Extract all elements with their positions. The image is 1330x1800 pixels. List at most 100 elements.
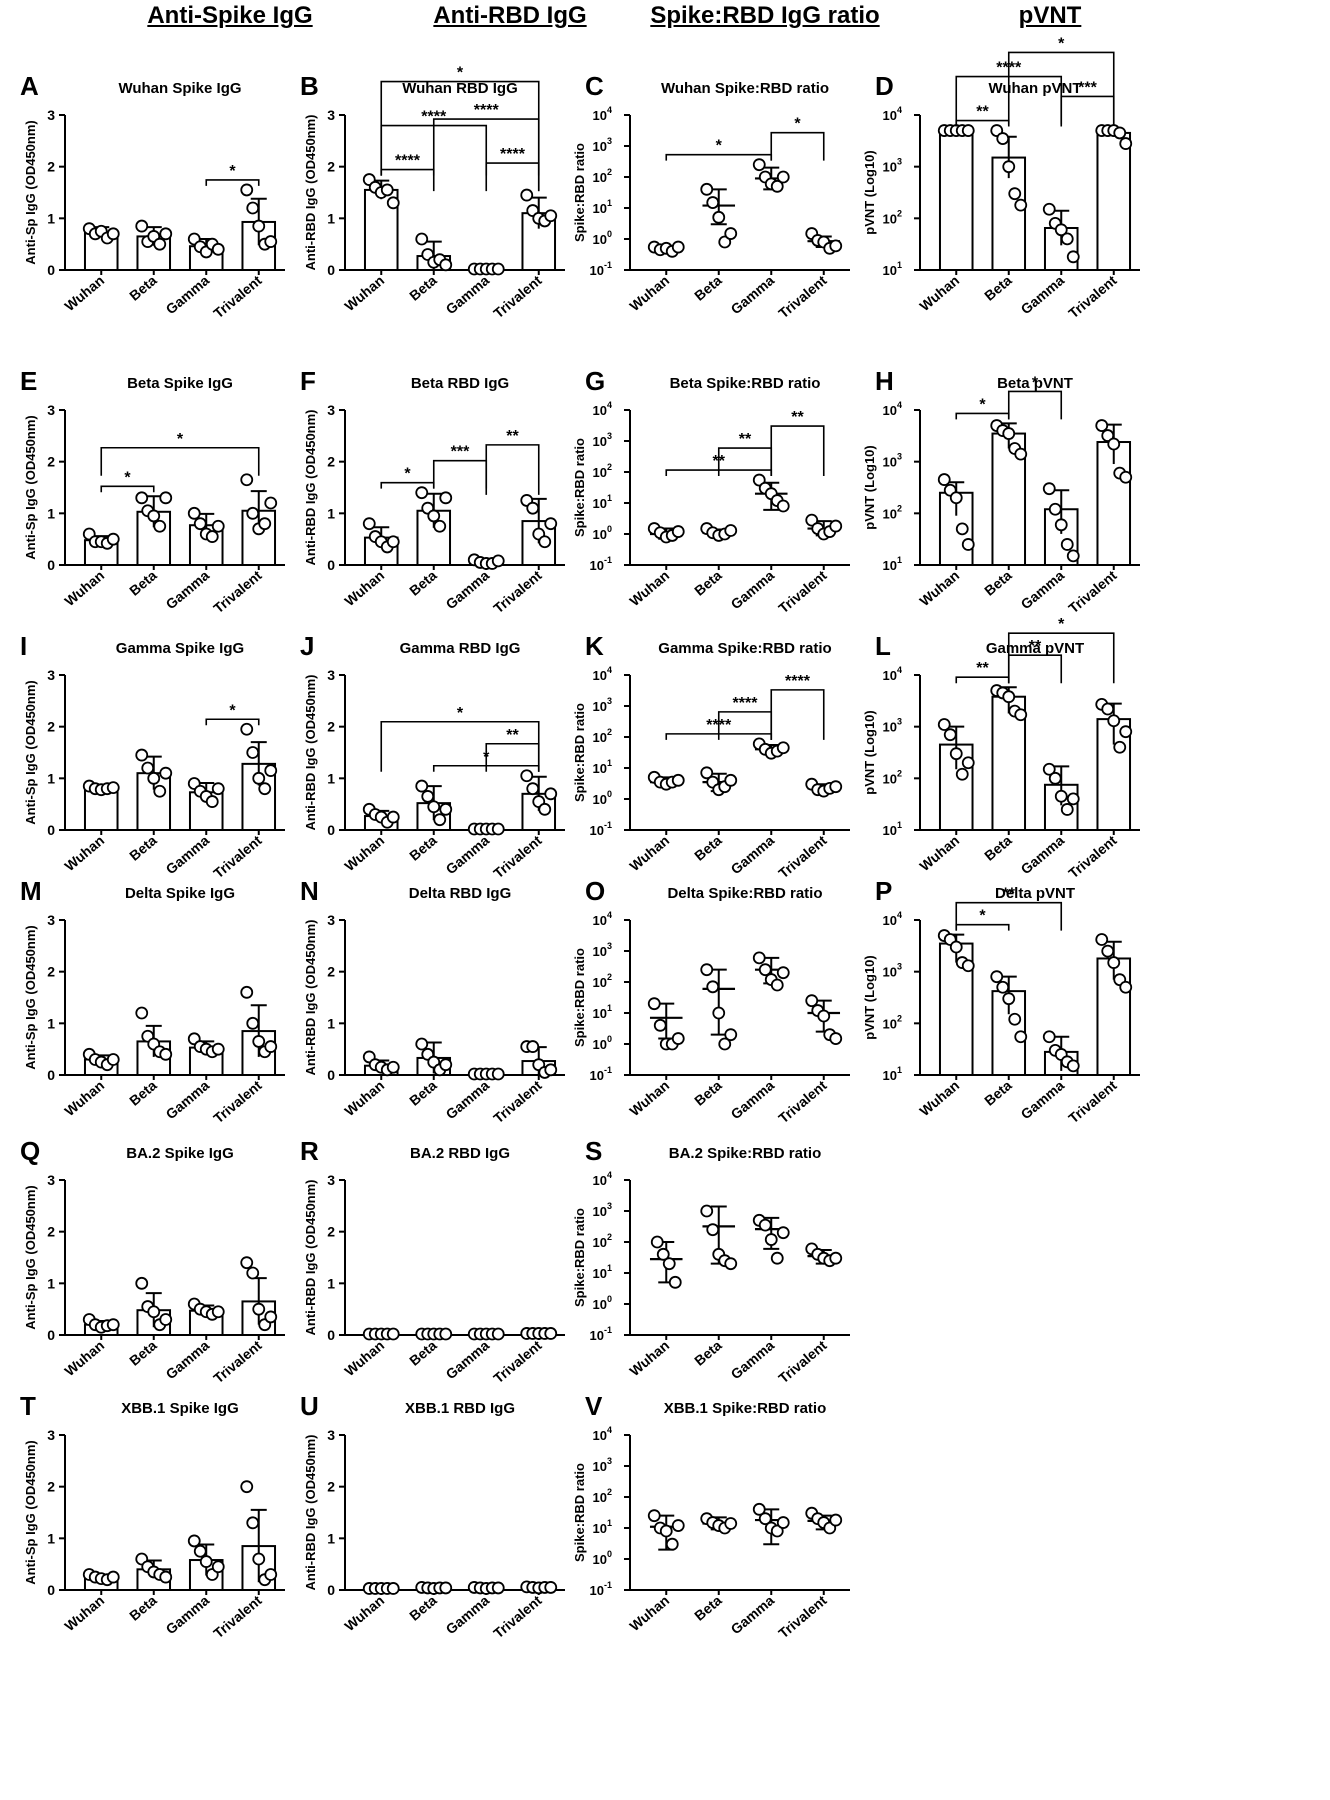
y-tick-exponent: 0 [607, 229, 612, 239]
data-point [1101, 944, 1115, 958]
panel-letter: O [585, 876, 605, 906]
x-tick-label: Gamma [443, 1337, 493, 1382]
y-axis-label: Anti-Sp IgG (OD450nm) [23, 1440, 38, 1584]
data-point [1119, 470, 1133, 484]
data-point [1113, 126, 1127, 140]
data-point [491, 554, 505, 568]
data-point [724, 773, 738, 787]
panel-title: BA.2 RBD IgG [410, 1145, 510, 1162]
y-tick-exponent: 1 [607, 758, 612, 768]
y-tick-label: 104 [593, 665, 612, 683]
y-tick-label: 101 [883, 260, 902, 278]
x-tick-label: Trivalent [1065, 1077, 1120, 1126]
x-tick-label: Gamma [728, 1337, 778, 1382]
data-point [1095, 419, 1109, 432]
data-point [706, 196, 720, 209]
data-point [258, 782, 272, 796]
y-tick-label: 100 [593, 789, 612, 807]
data-point [668, 1275, 682, 1289]
panel-K: K Gamma Spike:RBD ratio10-110010110210310… [572, 631, 850, 881]
significance-label: * [1032, 374, 1039, 391]
data-point [805, 994, 819, 1008]
panel-letter: H [875, 366, 894, 396]
significance-label: ** [976, 660, 989, 677]
y-tick-label: 3 [327, 402, 335, 418]
y-tick-exponent: 1 [607, 493, 612, 503]
data-point [712, 1006, 726, 1020]
data-point [526, 782, 540, 796]
data-point [147, 509, 161, 523]
data-point [205, 795, 219, 808]
y-tick-label: 1 [327, 770, 335, 786]
x-tick-label: Gamma [728, 1077, 778, 1122]
data-point [671, 240, 685, 254]
panel-letter: T [20, 1391, 36, 1421]
significance-label: * [457, 65, 464, 82]
panel-letter: M [20, 876, 42, 906]
x-tick-label: Wuhan [626, 567, 672, 609]
data-point [415, 779, 429, 793]
x-tick-label: Trivalent [210, 1337, 265, 1386]
data-point [1054, 789, 1068, 803]
significance-bracket [100, 485, 155, 493]
y-tick-label: 10-1 [590, 260, 612, 278]
data-point [544, 209, 558, 223]
data-point [252, 1552, 266, 1566]
y-tick-exponent: 2 [607, 1232, 612, 1242]
y-tick-label: 3 [47, 667, 55, 683]
x-tick-label: Wuhan [341, 272, 387, 314]
y-tick-label: 2 [327, 454, 335, 470]
significance-bracket [432, 459, 488, 489]
data-point [961, 959, 975, 973]
data-point [752, 951, 766, 965]
panel-letter: J [300, 631, 314, 661]
x-tick-label: Beta [981, 832, 1015, 864]
data-point [526, 501, 540, 515]
data-point [491, 1327, 505, 1341]
x-tick-label: Wuhan [916, 1077, 962, 1119]
y-tick-label: 103 [883, 157, 902, 175]
y-tick-exponent: 2 [607, 462, 612, 472]
y-tick-exponent: 0 [607, 1549, 612, 1559]
y-tick-exponent: 2 [897, 1013, 902, 1023]
x-tick-label: Gamma [163, 1592, 213, 1637]
y-axis-label: Spike:RBD ratio [572, 438, 587, 537]
y-tick-label: 101 [883, 820, 902, 838]
data-point [491, 1067, 505, 1081]
data-point [159, 1047, 173, 1061]
data-point [258, 517, 272, 531]
y-tick-label: 2 [327, 719, 335, 735]
data-point [1014, 198, 1028, 212]
data-point [211, 1042, 225, 1056]
x-tick-label: Trivalent [490, 567, 545, 616]
panel-letter: Q [20, 1136, 40, 1166]
x-tick-label: Beta [691, 272, 725, 304]
x-tick-label: Trivalent [775, 567, 830, 616]
panel-title: Gamma Spike IgG [116, 640, 244, 657]
column-header-anti-rbd: Anti-RBD IgG [433, 2, 587, 29]
y-axis-label: Spike:RBD ratio [572, 1208, 587, 1307]
panel-letter: K [585, 631, 604, 661]
significance-label: ** [1003, 886, 1016, 903]
significance-label: ** [791, 409, 804, 426]
y-tick-label: 102 [883, 208, 902, 226]
x-tick-label: Gamma [163, 567, 213, 612]
column-header-pvnt: pVNT [1018, 2, 1082, 29]
panel-J: J Gamma RBD IgG 0 1 2 3 Anti-RBD IgG (OD450nm)… [300, 631, 565, 881]
data-point [362, 517, 376, 531]
data-point [264, 1040, 278, 1053]
panel-title: Delta RBD IgG [409, 885, 512, 902]
data-point [718, 235, 732, 249]
data-point [829, 780, 843, 794]
x-tick-label: Wuhan [626, 1592, 672, 1634]
data-point [700, 1204, 714, 1218]
y-tick-label: 10-1 [590, 555, 612, 573]
data-point [700, 182, 714, 196]
data-point [1119, 980, 1133, 994]
panel-title: XBB.1 Spike IgG [121, 1400, 239, 1417]
x-tick-label: Trivalent [775, 1337, 830, 1386]
data-point [758, 1218, 772, 1232]
y-tick-label: 0 [47, 262, 55, 278]
data-point [949, 940, 963, 954]
